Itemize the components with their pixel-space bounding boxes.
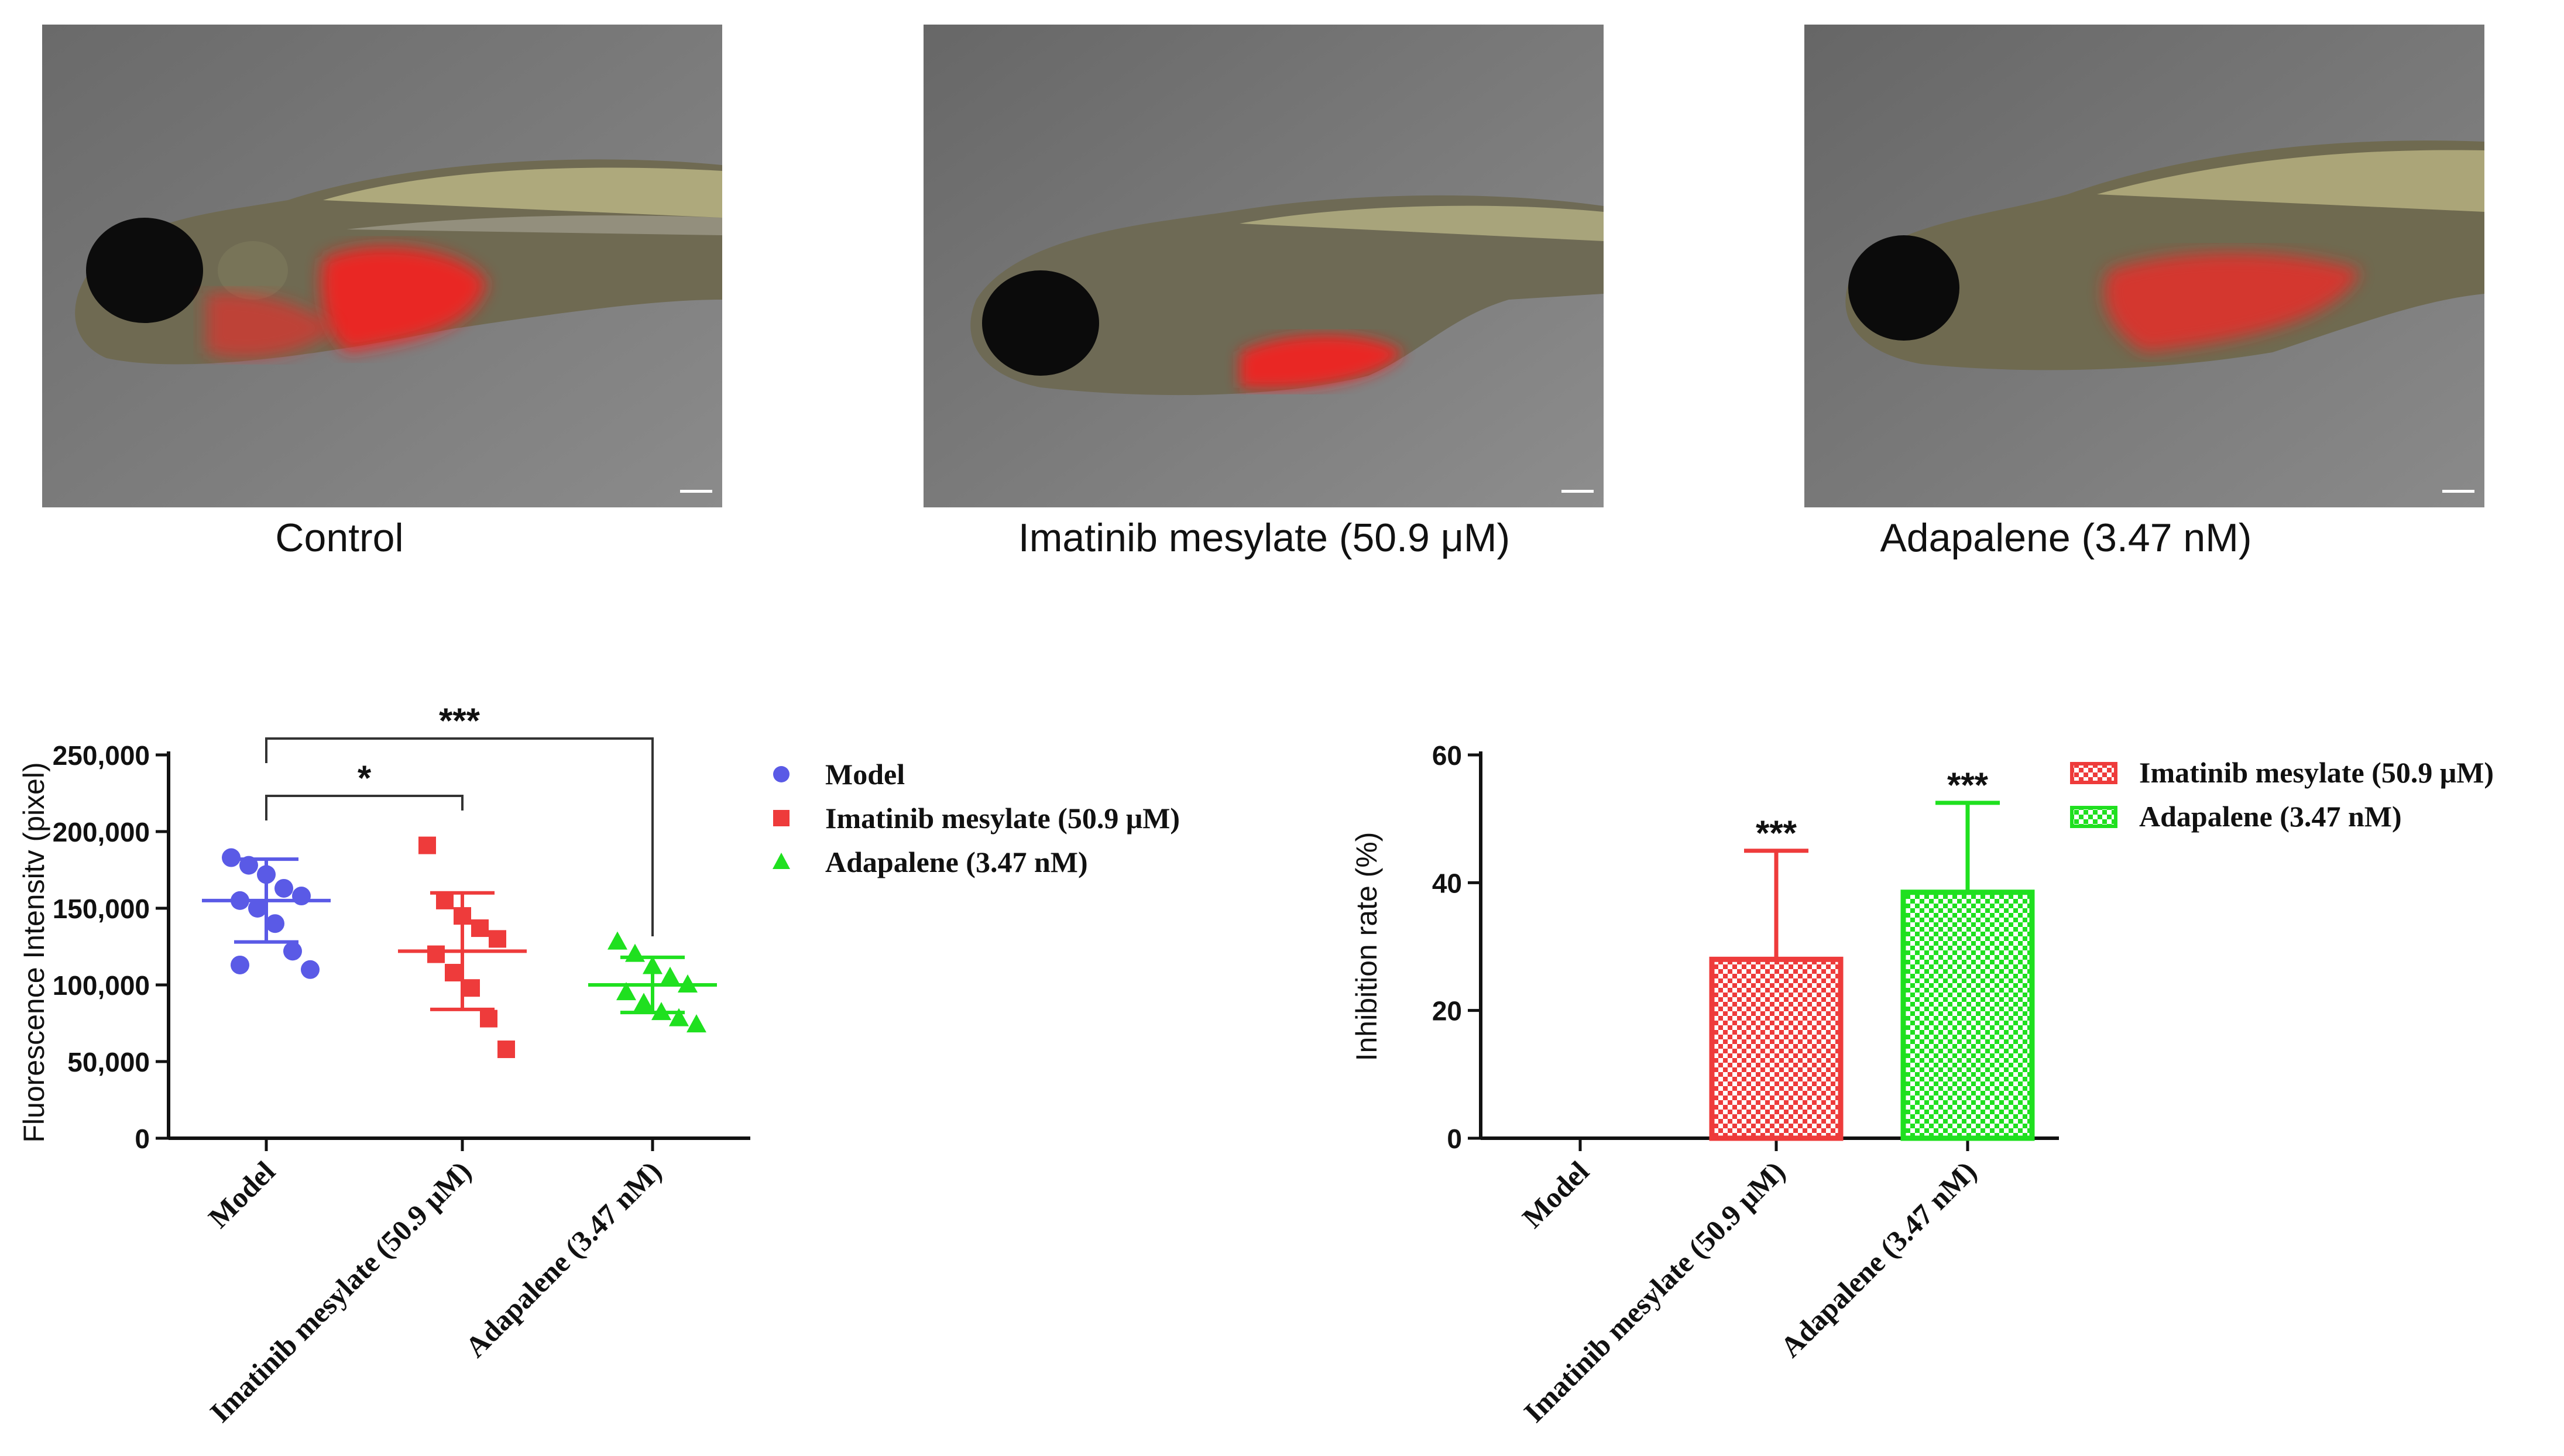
data-point-model: [231, 955, 249, 974]
legend-label: Imatinib mesylate (50.9 μM): [2139, 756, 2494, 789]
x-tick-label: Model: [1516, 1155, 1595, 1234]
data-point-imatinib: [462, 979, 480, 997]
zebrafish-image-adapalene: [1804, 25, 2484, 507]
bar-chart: 0 20 40 60 Inhibition rate (%) Model Imatinib …: [1350, 740, 2494, 1428]
bar: [1709, 956, 1844, 1141]
data-point-imatinib: [497, 1041, 515, 1059]
data-point-adapalene: [616, 982, 636, 1001]
data-point-adapalene: [607, 931, 627, 950]
significance-label: *: [358, 758, 372, 798]
data-point-adapalene: [625, 943, 645, 962]
x-tick-label: Adapalene (3.47 nM): [459, 1155, 668, 1364]
data-point-adapalene: [687, 1014, 706, 1033]
y-axis-label: Inhibition rate (%): [1350, 832, 1383, 1062]
data-point-imatinib: [480, 1009, 497, 1028]
legend-marker-model: [773, 766, 790, 782]
legend-label: Adapalene (3.47 nM): [2139, 800, 2402, 833]
caption-imatinib: Imatinib mesylate (50.9 μM): [1018, 516, 1511, 560]
legend-swatch: [2070, 806, 2117, 828]
y-tick-label: 250,000: [53, 740, 150, 771]
y-tick-label: 40: [1432, 868, 1462, 898]
data-point-model: [301, 960, 320, 979]
zebrafish-image-imatinib: [924, 25, 1604, 507]
x-tick-label: Adapalene (3.47 nM): [1774, 1155, 1983, 1364]
data-point-imatinib: [427, 945, 445, 963]
bar: [1900, 890, 2035, 1141]
caption-adapalene: Adapalene (3.47 nM): [1880, 516, 2252, 560]
significance-bracket: [265, 795, 464, 820]
image-panel-control: [42, 25, 722, 507]
y-tick-label: 150,000: [53, 894, 150, 924]
significance-bracket: [265, 737, 654, 936]
data-point-model: [248, 899, 267, 918]
y-tick-label: 100,000: [53, 970, 150, 1001]
data-point-model: [266, 914, 284, 933]
legend-label: Imatinib mesylate (50.9 μM): [825, 802, 1180, 835]
data-point-imatinib: [418, 836, 436, 854]
legend-marker-adapalene: [773, 853, 790, 869]
legend-label: Model: [825, 758, 905, 791]
data-point-model: [274, 878, 293, 898]
data-point-adapalene: [660, 966, 680, 985]
zebrafish-image-control: [42, 25, 722, 507]
significance-label: ***: [439, 701, 480, 740]
data-point-model: [292, 887, 311, 906]
legend-label: Adapalene (3.47 nM): [825, 846, 1088, 878]
data-point-imatinib: [436, 891, 454, 909]
significance-label: ***: [1756, 813, 1797, 853]
image-panel-adapalene: [1804, 25, 2484, 507]
y-tick-label: 200,000: [53, 817, 150, 847]
scatter-chart: 0 50,000 100,000 150,000 200,000 250,000Fluor…: [18, 701, 1180, 1428]
image-panel-imatinib: [924, 25, 1604, 507]
x-tick-label: Model: [202, 1155, 282, 1234]
y-tick-label: 50,000: [67, 1047, 150, 1077]
y-tick-label: 0: [1447, 1124, 1462, 1154]
y-tick-label: 20: [1432, 996, 1462, 1026]
caption-control: Control: [275, 516, 404, 560]
legend-marker-imatinib: [773, 810, 790, 826]
data-point-imatinib: [471, 919, 489, 938]
significance-label: ***: [1947, 765, 1989, 805]
legend-swatch: [2070, 762, 2117, 784]
data-point-adapalene: [669, 1008, 689, 1026]
data-point-imatinib: [489, 930, 506, 948]
data-point-adapalene: [634, 993, 654, 1011]
data-point-model: [283, 942, 302, 961]
y-axis-label: Fluorescence Intensitv (pixel): [18, 762, 50, 1142]
y-tick-label: 0: [135, 1124, 150, 1154]
data-point-model: [222, 848, 241, 867]
data-point-imatinib: [445, 964, 462, 982]
y-tick-label: 60: [1432, 740, 1462, 771]
